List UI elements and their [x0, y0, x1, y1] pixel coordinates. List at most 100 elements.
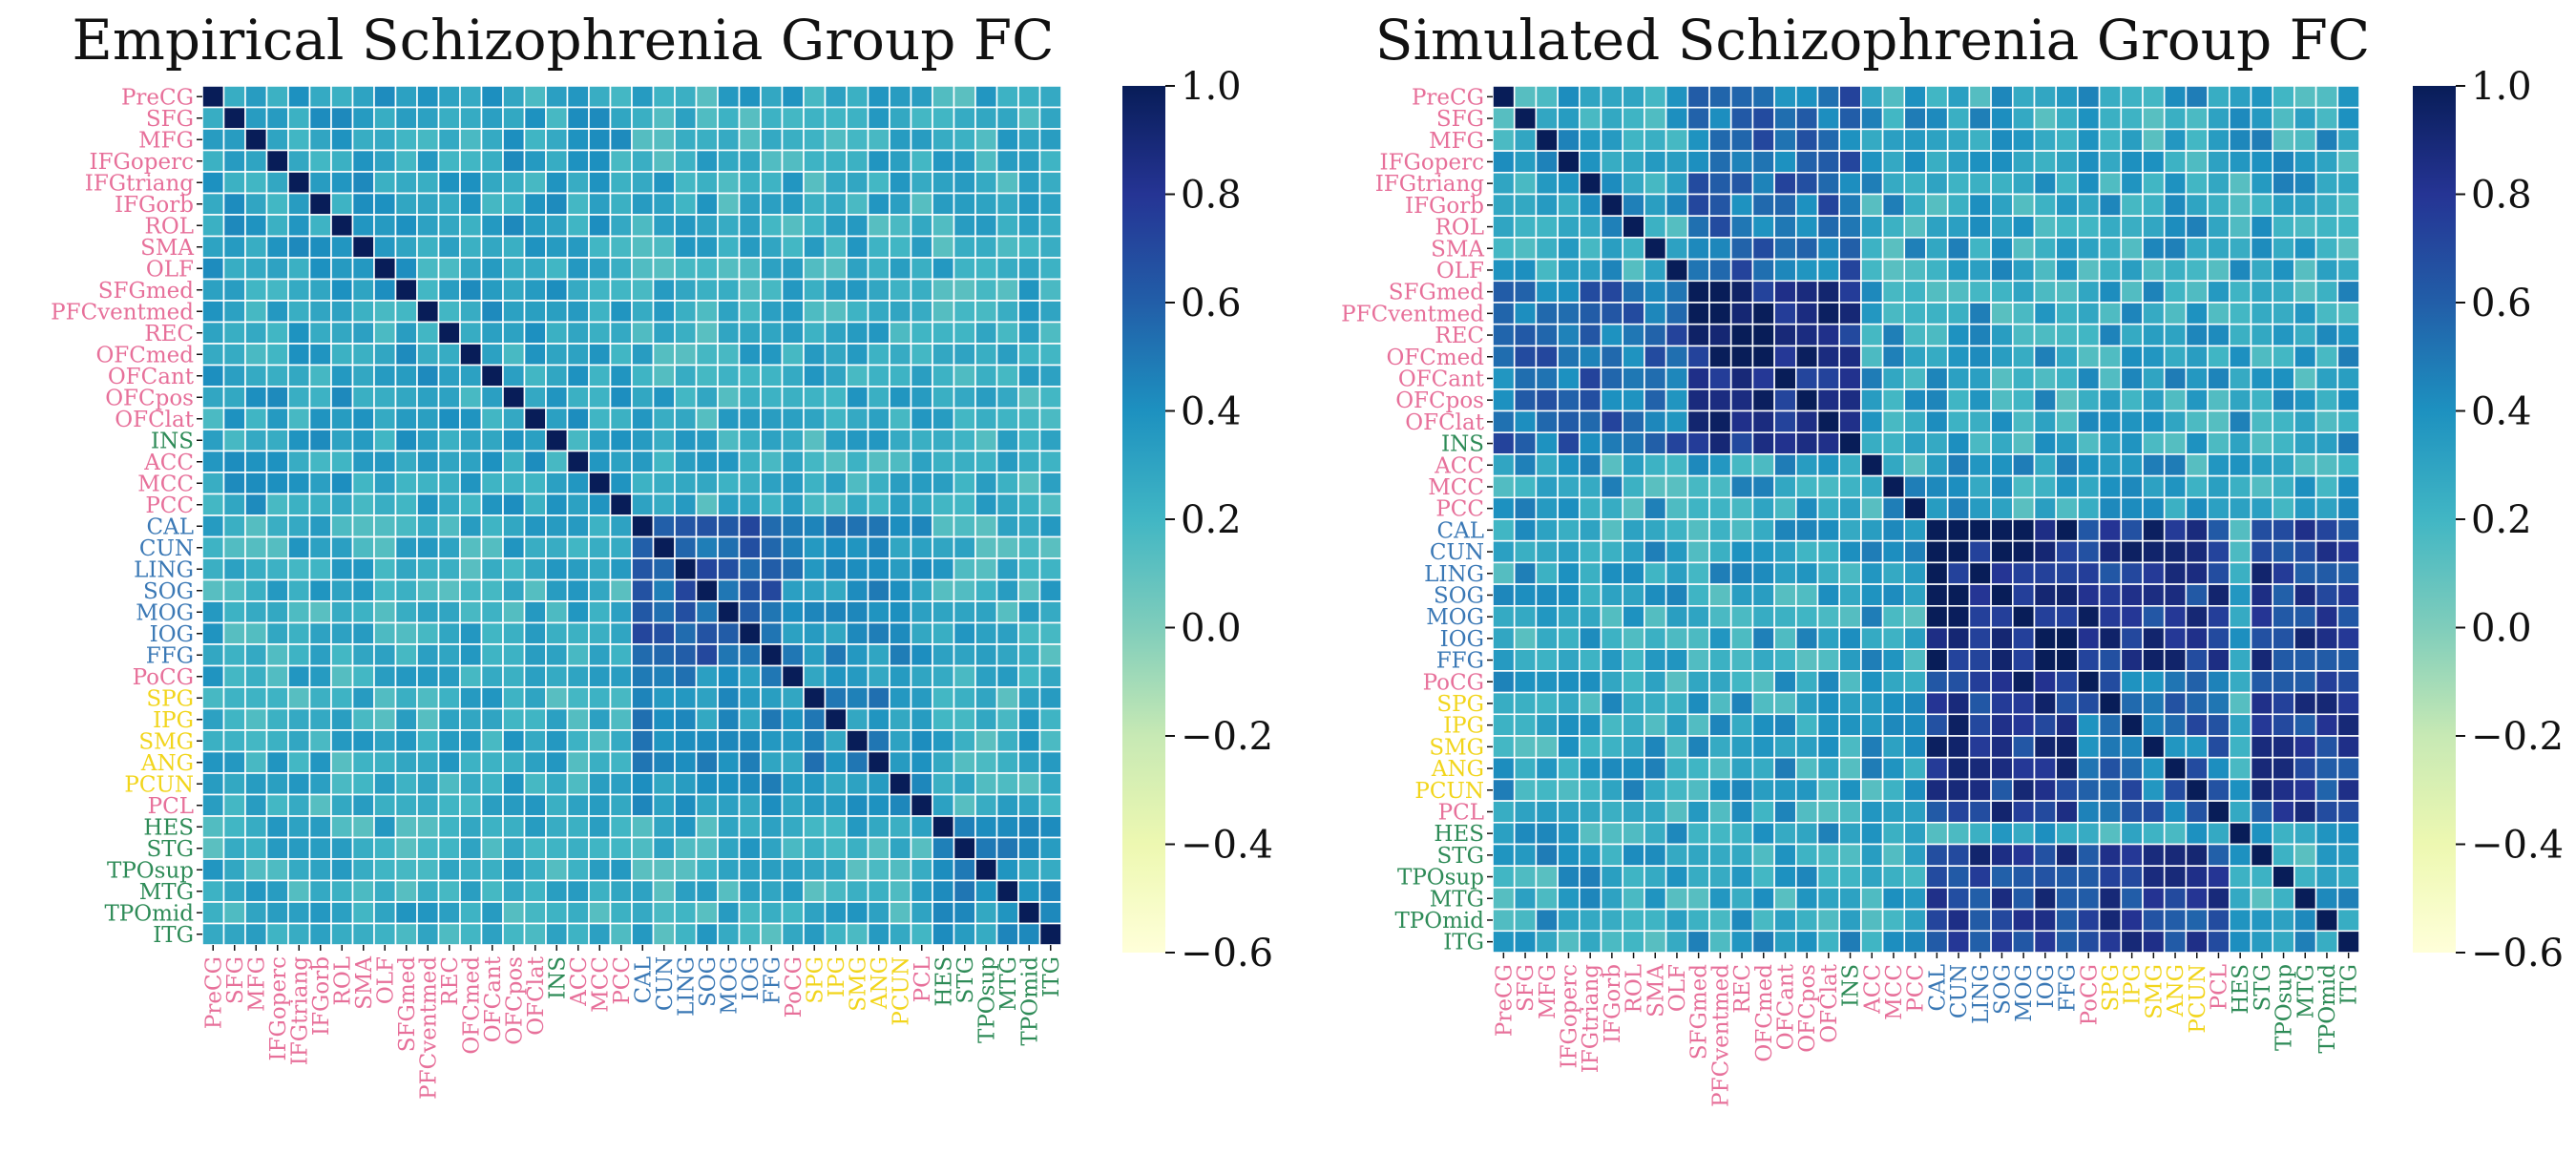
heatmap-cell [2012, 172, 2036, 196]
heatmap-cell [1708, 821, 1732, 846]
heatmap-cell [330, 664, 354, 688]
heatmap-cell [631, 106, 655, 130]
heatmap-cell [867, 257, 890, 281]
heatmap-cell [1990, 215, 2014, 239]
heatmap-cell [1751, 691, 1775, 716]
heatmap-cell [2314, 106, 2339, 131]
heatmap-cell [480, 772, 504, 796]
heatmap-cell [889, 879, 912, 903]
column-label: PFCventmed [416, 956, 441, 1100]
heatmap-cell [1492, 887, 1516, 911]
heatmap-cell [2033, 128, 2058, 152]
heatmap-cell [416, 858, 440, 882]
heatmap-cell [523, 664, 547, 688]
heatmap-cell [523, 836, 547, 860]
heatmap-cell [545, 429, 569, 452]
heatmap-cell [1644, 539, 1667, 564]
heatmap-cell [2055, 302, 2079, 325]
heatmap-cell [1795, 106, 1819, 131]
heatmap-cell [2229, 193, 2252, 218]
heatmap-cell [437, 514, 461, 538]
heatmap-cell [2314, 496, 2339, 520]
row-label: INS [151, 429, 194, 453]
heatmap-cell [1686, 409, 1710, 434]
heatmap-cell [1795, 496, 1819, 520]
row-label: OFCmed [95, 343, 194, 367]
heatmap-cell [738, 750, 762, 774]
heatmap-cell [459, 472, 483, 495]
heatmap-cell [1990, 887, 2014, 911]
heatmap-cell [308, 772, 332, 796]
heatmap-cell [1017, 557, 1041, 581]
heatmap-cell [932, 472, 955, 495]
heatmap-cell [523, 106, 547, 130]
heatmap-cell [2250, 409, 2274, 434]
heatmap-cell [717, 836, 741, 860]
heatmap-cell [2207, 865, 2230, 889]
heatmap-cell [738, 171, 762, 195]
heatmap-cell [1968, 604, 1992, 629]
heatmap-cell [1686, 85, 1710, 109]
heatmap-cell [846, 729, 869, 753]
heatmap-cell [1968, 193, 1992, 218]
heatmap-cell [2055, 474, 2079, 499]
heatmap-cell [738, 364, 762, 388]
heatmap-cell [932, 364, 955, 388]
heatmap-cell [1017, 278, 1041, 302]
heatmap-cell [1903, 409, 1927, 434]
heatmap-cell [1492, 539, 1516, 564]
heatmap-cell [1579, 193, 1602, 218]
heatmap-cell [1773, 648, 1797, 672]
heatmap-cell [1535, 843, 1559, 868]
heatmap-cell [351, 664, 375, 688]
heatmap-cell [2293, 865, 2317, 889]
heatmap-cell [2012, 431, 2036, 455]
heatmap-cell [974, 686, 998, 710]
heatmap-cell [330, 214, 354, 238]
heatmap-cell [1686, 345, 1710, 368]
heatmap-cell [803, 772, 827, 796]
row-label: ANG [1431, 757, 1484, 782]
heatmap-cell [523, 643, 547, 667]
heatmap-cell [308, 171, 332, 195]
heatmap-cell [351, 450, 375, 473]
heatmap-cell [2077, 258, 2101, 283]
heatmap-cell [394, 214, 418, 238]
heatmap-cell [889, 321, 912, 345]
heatmap-cell [1622, 431, 1645, 455]
heatmap-cell [1816, 237, 1841, 261]
column-label: REC [438, 956, 463, 1006]
heatmap-cell [760, 557, 784, 581]
heatmap-cell [2314, 604, 2339, 629]
heatmap-cell [674, 192, 698, 216]
heatmap-cell [2272, 800, 2295, 824]
heatmap-cell [1838, 930, 1862, 954]
heatmap-cell [2142, 518, 2166, 542]
heatmap-cell [2336, 626, 2360, 651]
heatmap-cell [244, 106, 268, 130]
heatmap-cell [2012, 409, 2036, 434]
heatmap-cell [394, 557, 418, 581]
heatmap-cell [1881, 865, 1906, 889]
heatmap-cell [2229, 474, 2252, 499]
heatmap-cell [373, 429, 397, 452]
heatmap-cell [1946, 409, 1971, 434]
heatmap-cell [846, 879, 869, 903]
heatmap-cell [867, 128, 890, 152]
heatmap-cell [437, 300, 461, 324]
heatmap-cell [1557, 930, 1581, 954]
column-label: PreCG [201, 956, 226, 1029]
heatmap-cell [1925, 930, 1949, 954]
heatmap-cell [1665, 409, 1689, 434]
heatmap-cell [2055, 626, 2079, 651]
heatmap-cell [1946, 496, 1971, 520]
heatmap-cell [2033, 172, 2058, 196]
heatmap-cell [674, 407, 698, 430]
heatmap-cell [1816, 258, 1841, 283]
heatmap-cell [308, 664, 332, 688]
heatmap-cell [824, 836, 848, 860]
heatmap-cell [2336, 215, 2360, 239]
heatmap-cell [244, 257, 268, 281]
heatmap-cell [1751, 604, 1775, 629]
heatmap-cell [889, 472, 912, 495]
